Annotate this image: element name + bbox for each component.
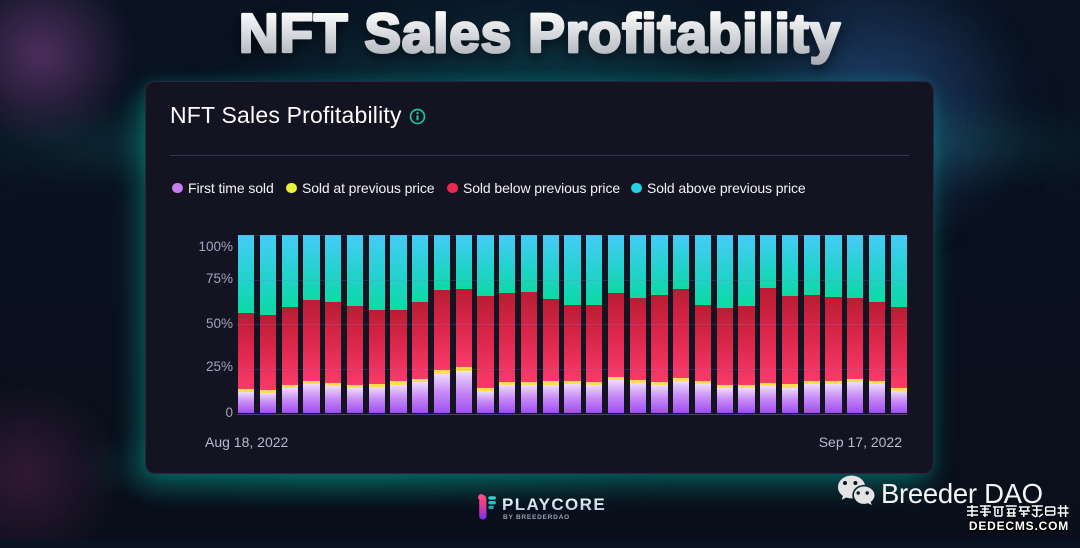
svg-text:PLAYCORE: PLAYCORE [502, 495, 606, 514]
svg-text:BY BREEDERDAO: BY BREEDERDAO [503, 514, 570, 521]
svg-text:NFT Sales Profitability: NFT Sales Profitability [239, 2, 841, 64]
svg-text:Breeder DAO: Breeder DAO [881, 478, 1043, 509]
